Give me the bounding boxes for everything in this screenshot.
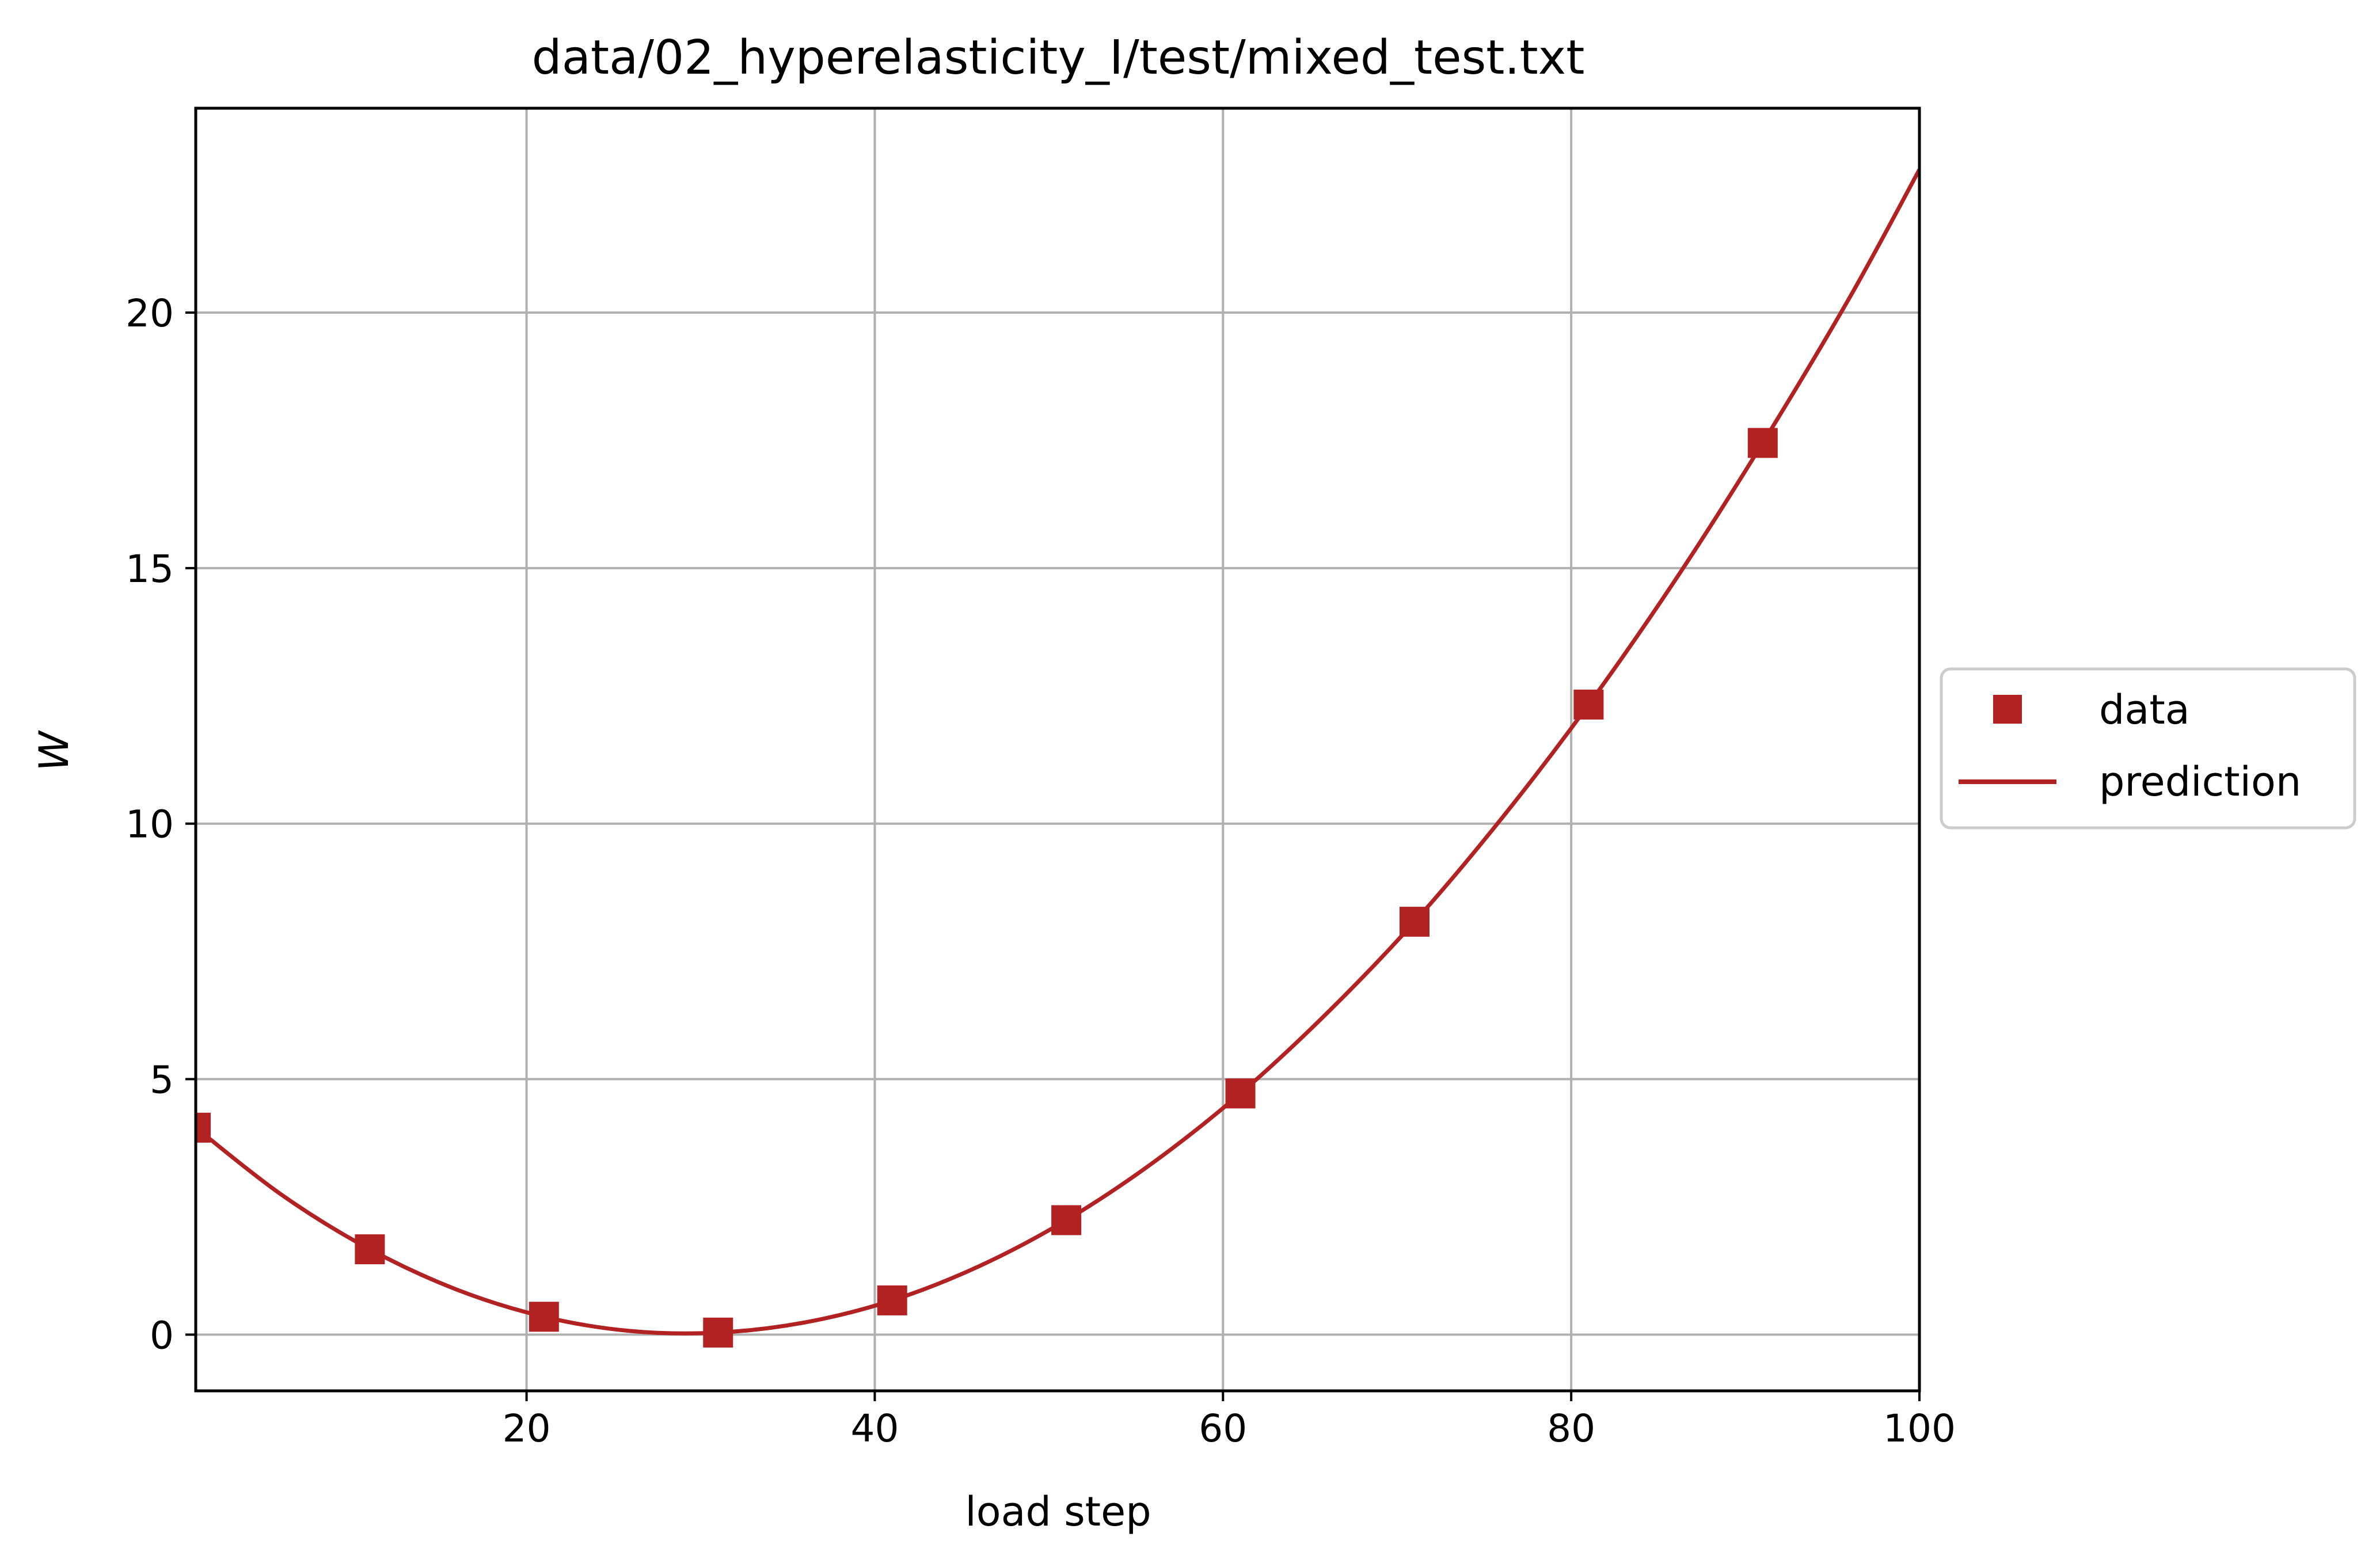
y-axis-label: W xyxy=(31,730,78,771)
plot-frame xyxy=(194,107,1921,1393)
series-line-prediction xyxy=(196,168,1919,1336)
y-tick-label: 0 xyxy=(150,1313,174,1357)
y-tick-label: 5 xyxy=(150,1058,174,1102)
x-tick-label: 20 xyxy=(503,1406,551,1451)
data-point-marker xyxy=(1573,689,1604,720)
axis-ticks: 20 40 60 80 100 0 5 10 15 20 xyxy=(126,291,1956,1451)
y-tick-label: 15 xyxy=(126,547,174,591)
legend: data prediction xyxy=(1940,667,2356,830)
x-tick-label: 40 xyxy=(850,1406,899,1451)
data-point-marker xyxy=(529,1302,559,1332)
legend-label-data: data xyxy=(2099,686,2190,733)
x-axis-label: load step xyxy=(965,1488,1151,1535)
legend-marker-data xyxy=(1993,695,2022,724)
y-tick-label: 20 xyxy=(126,291,174,336)
chart-title: data/02_hyperelasticity_I/test/mixed_tes… xyxy=(532,31,1585,85)
legend-label-prediction: prediction xyxy=(2099,758,2301,805)
data-point-marker xyxy=(1051,1205,1082,1235)
grid-lines xyxy=(196,108,1921,1391)
data-point-marker xyxy=(703,1317,733,1348)
x-tick-label: 60 xyxy=(1199,1406,1247,1451)
data-point-marker xyxy=(1225,1078,1256,1109)
y-tick-label: 10 xyxy=(126,802,174,847)
data-point-marker xyxy=(1399,907,1429,937)
x-tick-label: 80 xyxy=(1547,1406,1595,1451)
data-point-marker xyxy=(1747,428,1778,458)
x-tick-label: 100 xyxy=(1883,1406,1956,1451)
plot-series xyxy=(196,168,1919,1348)
data-point-marker xyxy=(877,1285,907,1315)
legend-box xyxy=(1940,667,2356,830)
data-point-marker xyxy=(196,1112,211,1143)
data-point-marker xyxy=(355,1234,385,1265)
